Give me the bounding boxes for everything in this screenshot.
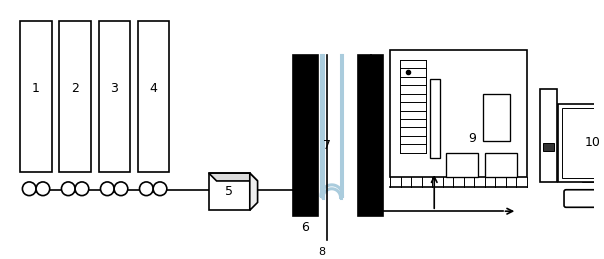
Bar bbox=[209, 173, 250, 210]
Bar bbox=[430, 80, 440, 157]
Circle shape bbox=[62, 182, 75, 196]
Text: 2: 2 bbox=[71, 82, 79, 96]
Bar bbox=[21, 21, 52, 172]
Text: 1: 1 bbox=[32, 82, 40, 96]
Bar bbox=[98, 21, 130, 172]
Text: 5: 5 bbox=[225, 185, 233, 198]
Text: 3: 3 bbox=[110, 82, 118, 96]
Polygon shape bbox=[209, 173, 257, 181]
Circle shape bbox=[100, 182, 114, 196]
Bar bbox=[293, 55, 318, 216]
Polygon shape bbox=[250, 173, 257, 210]
Bar bbox=[485, 153, 517, 177]
Text: 4: 4 bbox=[149, 82, 157, 96]
Circle shape bbox=[153, 182, 167, 196]
FancyBboxPatch shape bbox=[564, 190, 604, 207]
Bar bbox=[483, 94, 510, 141]
Bar bbox=[558, 104, 604, 182]
Text: 6: 6 bbox=[301, 221, 309, 234]
Bar bbox=[446, 153, 478, 177]
Bar bbox=[59, 21, 91, 172]
Circle shape bbox=[114, 182, 128, 196]
Bar bbox=[390, 50, 527, 177]
Bar bbox=[562, 108, 604, 178]
Circle shape bbox=[36, 182, 50, 196]
Bar bbox=[358, 55, 384, 216]
Text: 10: 10 bbox=[585, 136, 600, 149]
Circle shape bbox=[75, 182, 89, 196]
Bar bbox=[539, 89, 557, 182]
Circle shape bbox=[140, 182, 153, 196]
Text: 8: 8 bbox=[318, 247, 326, 257]
Bar bbox=[542, 143, 554, 151]
Text: 9: 9 bbox=[468, 133, 476, 146]
Text: 7: 7 bbox=[323, 139, 331, 152]
Circle shape bbox=[22, 182, 36, 196]
Bar bbox=[138, 21, 169, 172]
